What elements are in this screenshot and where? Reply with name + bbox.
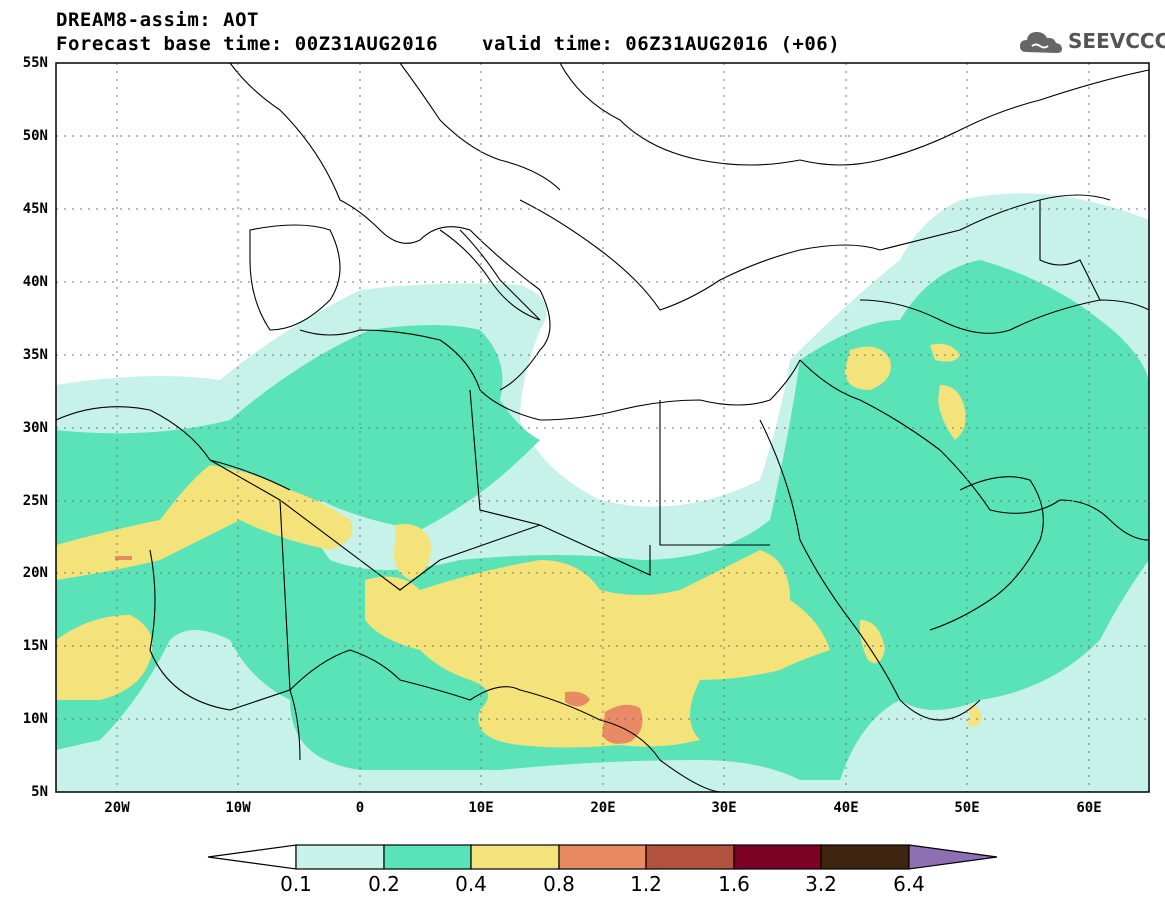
colorbar-bin-4 xyxy=(558,844,647,870)
lat-label: 15N xyxy=(22,638,48,654)
lon-label: 10E xyxy=(468,800,494,816)
colorbar-bin-6 xyxy=(733,844,822,870)
colorbar xyxy=(207,844,998,870)
valid-time: valid time: 06Z31AUG2016 (+06) xyxy=(482,33,841,55)
lon-label: 60E xyxy=(1076,800,1102,816)
country-borders xyxy=(56,63,1149,792)
lat-label: 55N xyxy=(22,55,48,71)
colorbar-label: 0.1 xyxy=(280,872,312,896)
lon-label: 0 xyxy=(355,800,365,816)
gridlines xyxy=(56,63,1149,792)
colorbar-label: 6.4 xyxy=(893,872,925,896)
lon-label: 30E xyxy=(711,800,737,816)
lon-label: 20W xyxy=(104,800,130,816)
colorbar-label: 1.6 xyxy=(718,872,750,896)
colorbar-bin-7 xyxy=(820,844,910,870)
lat-label: 20N xyxy=(22,565,48,581)
lon-label: 10W xyxy=(225,800,251,816)
cloud-logo-icon xyxy=(1020,32,1062,53)
lat-label: 35N xyxy=(22,347,48,363)
lat-label: 10N xyxy=(22,711,48,727)
colorbar-bin-2 xyxy=(383,844,472,870)
map-frame xyxy=(55,62,1150,793)
lon-label: 20E xyxy=(590,800,616,816)
colorbar-bin-3 xyxy=(470,844,560,870)
aot-level-0.8 xyxy=(115,556,643,744)
lon-label: 40E xyxy=(833,800,859,816)
colorbar-label: 0.4 xyxy=(455,872,487,896)
lat-label: 25N xyxy=(22,493,48,509)
lat-label: 30N xyxy=(22,420,48,436)
colorbar-high-end xyxy=(908,844,998,870)
colorbar-label: 3.2 xyxy=(805,872,837,896)
lat-label: 50N xyxy=(22,128,48,144)
colorbar-label: 1.2 xyxy=(630,872,662,896)
colorbar-bin-5 xyxy=(645,844,735,870)
lon-label: 50E xyxy=(954,800,980,816)
logo-text: SEEVCCC xyxy=(1068,29,1165,53)
lat-label: 45N xyxy=(22,201,48,217)
lat-label: 5N xyxy=(31,784,48,800)
forecast-base-time: Forecast base time: 00Z31AUG2016 xyxy=(56,33,439,55)
colorbar-bin-1 xyxy=(295,844,385,870)
colorbar-label: 0.2 xyxy=(368,872,400,896)
map-title: DREAM8-assim: AOT xyxy=(56,9,259,31)
colorbar-label: 0.8 xyxy=(543,872,575,896)
lat-label: 40N xyxy=(22,274,48,290)
colorbar-low-end xyxy=(207,844,297,870)
